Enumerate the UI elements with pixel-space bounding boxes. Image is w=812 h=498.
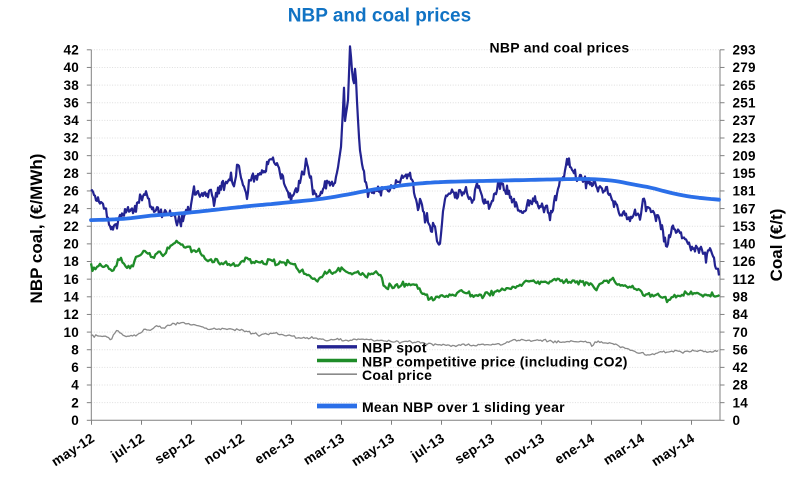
svg-text:NBP and coal prices: NBP and coal prices bbox=[288, 6, 471, 27]
svg-text:28: 28 bbox=[63, 166, 79, 181]
svg-text:237: 237 bbox=[733, 113, 756, 128]
svg-text:NBP coal, (€/MWh): NBP coal, (€/MWh) bbox=[27, 154, 46, 304]
svg-text:112: 112 bbox=[733, 272, 756, 287]
svg-text:8: 8 bbox=[71, 342, 79, 357]
svg-text:42: 42 bbox=[733, 360, 749, 375]
svg-text:126: 126 bbox=[733, 254, 757, 269]
svg-text:22: 22 bbox=[63, 219, 79, 234]
svg-text:NBP competitive price (includi: NBP competitive price (including CO2) bbox=[362, 353, 628, 369]
svg-text:38: 38 bbox=[63, 78, 79, 93]
svg-text:2: 2 bbox=[71, 395, 79, 410]
svg-text:98: 98 bbox=[733, 290, 749, 305]
svg-text:0: 0 bbox=[733, 413, 741, 428]
svg-text:4: 4 bbox=[71, 378, 79, 393]
svg-text:26: 26 bbox=[63, 184, 79, 199]
svg-text:42: 42 bbox=[63, 43, 79, 58]
svg-text:14: 14 bbox=[733, 395, 749, 410]
svg-text:32: 32 bbox=[63, 131, 79, 146]
svg-text:16: 16 bbox=[63, 272, 79, 287]
svg-text:223: 223 bbox=[733, 131, 757, 146]
svg-text:Coal price: Coal price bbox=[362, 367, 432, 383]
svg-text:34: 34 bbox=[63, 113, 79, 128]
svg-text:24: 24 bbox=[63, 201, 79, 216]
svg-text:167: 167 bbox=[733, 201, 756, 216]
svg-text:153: 153 bbox=[733, 219, 757, 234]
svg-text:18: 18 bbox=[63, 254, 79, 269]
svg-text:Coal (€/t): Coal (€/t) bbox=[767, 209, 786, 282]
svg-text:30: 30 bbox=[63, 148, 79, 163]
svg-text:14: 14 bbox=[63, 290, 79, 305]
svg-text:140: 140 bbox=[733, 237, 756, 252]
svg-text:28: 28 bbox=[733, 378, 749, 393]
svg-text:84: 84 bbox=[733, 307, 749, 322]
svg-text:6: 6 bbox=[71, 360, 79, 375]
svg-text:40: 40 bbox=[63, 60, 79, 75]
svg-text:10: 10 bbox=[63, 325, 79, 340]
svg-text:279: 279 bbox=[733, 60, 756, 75]
svg-text:20: 20 bbox=[63, 237, 79, 252]
svg-text:56: 56 bbox=[733, 342, 749, 357]
svg-text:265: 265 bbox=[733, 78, 757, 93]
svg-text:209: 209 bbox=[733, 148, 756, 163]
svg-text:NBP and coal prices: NBP and coal prices bbox=[490, 40, 630, 56]
svg-text:36: 36 bbox=[63, 95, 79, 110]
svg-text:12: 12 bbox=[63, 307, 79, 322]
svg-text:Mean NBP over 1 sliding year: Mean NBP over 1 sliding year bbox=[362, 399, 565, 415]
svg-text:181: 181 bbox=[733, 184, 757, 199]
svg-text:293: 293 bbox=[733, 43, 757, 58]
svg-text:251: 251 bbox=[733, 95, 757, 110]
svg-text:NBP spot: NBP spot bbox=[362, 340, 427, 356]
svg-text:70: 70 bbox=[733, 325, 749, 340]
svg-text:0: 0 bbox=[71, 413, 79, 428]
svg-text:195: 195 bbox=[733, 166, 757, 181]
